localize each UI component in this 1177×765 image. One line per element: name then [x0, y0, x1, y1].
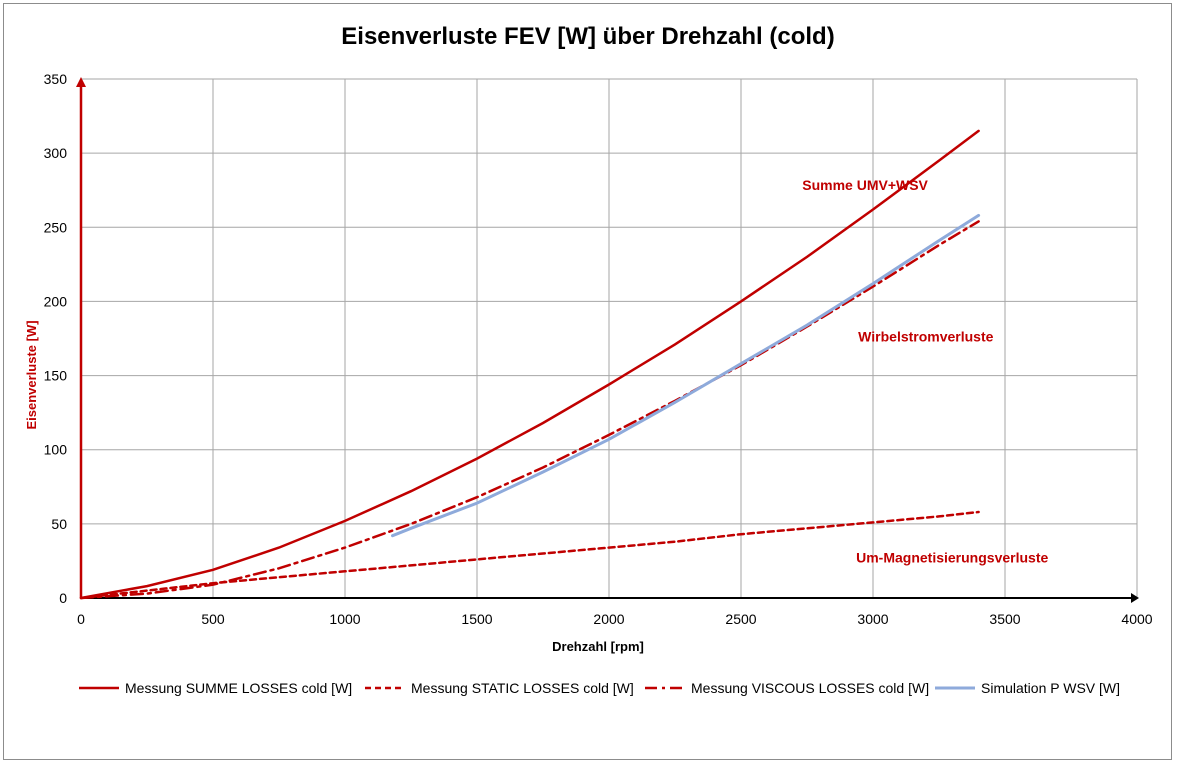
series-lines	[79, 129, 981, 600]
y-tick-label: 300	[44, 145, 68, 161]
chart-frame	[3, 3, 1172, 760]
y-tick-label: 0	[59, 590, 67, 606]
x-tick-label: 3500	[989, 611, 1020, 627]
y-tick-labels: 0 50 100 150 200 250 300 350	[44, 71, 68, 606]
series-line-4	[391, 213, 981, 538]
legend-label-2: Messung STATIC LOSSES cold [W]	[411, 680, 634, 696]
x-tick-label: 2000	[593, 611, 624, 627]
legend: Messung SUMME LOSSES cold [W] Messung STA…	[79, 680, 1120, 696]
annotation-label: Summe UMV+WSV	[802, 177, 928, 193]
x-tick-label: 2500	[725, 611, 756, 627]
y-axis-label: Eisenverluste [W]	[24, 320, 39, 429]
x-tick-labels: 0 500 1000 1500 2000 2500 3000 3500 4000	[77, 611, 1153, 627]
legend-label-1: Messung SUMME LOSSES cold [W]	[125, 680, 352, 696]
series-line-1	[79, 129, 980, 600]
y-axis-arrow	[76, 77, 86, 87]
chart-title: Eisenverluste FEV [W] über Drehzahl (col…	[341, 23, 834, 50]
series-line-2	[79, 510, 980, 600]
x-tick-label: 3000	[857, 611, 888, 627]
annotation-label: Um-Magnetisierungsverluste	[856, 549, 1048, 565]
x-axis-label: Drehzahl [rpm]	[552, 639, 644, 654]
legend-label-3: Messung VISCOUS LOSSES cold [W]	[691, 680, 929, 696]
y-tick-label: 200	[44, 293, 68, 309]
legend-label-4: Simulation P WSV [W]	[981, 680, 1120, 696]
y-tick-label: 100	[44, 442, 68, 458]
annotations: Summe UMV+WSV Wirbelstromverluste Um-Magne…	[802, 177, 1048, 565]
y-tick-label: 250	[44, 219, 68, 235]
y-tick-label: 150	[44, 368, 68, 384]
axes	[76, 77, 1139, 603]
y-tick-label: 350	[44, 71, 68, 87]
x-axis-arrow	[1131, 593, 1139, 603]
grid-lines	[81, 78, 1138, 598]
annotation-label: Wirbelstromverluste	[858, 328, 993, 344]
x-tick-label: 0	[77, 611, 85, 627]
series-line-3	[79, 220, 980, 600]
y-tick-label: 50	[51, 516, 67, 532]
x-tick-label: 4000	[1121, 611, 1152, 627]
x-tick-label: 500	[201, 611, 225, 627]
x-tick-label: 1500	[461, 611, 492, 627]
x-tick-label: 1000	[329, 611, 360, 627]
